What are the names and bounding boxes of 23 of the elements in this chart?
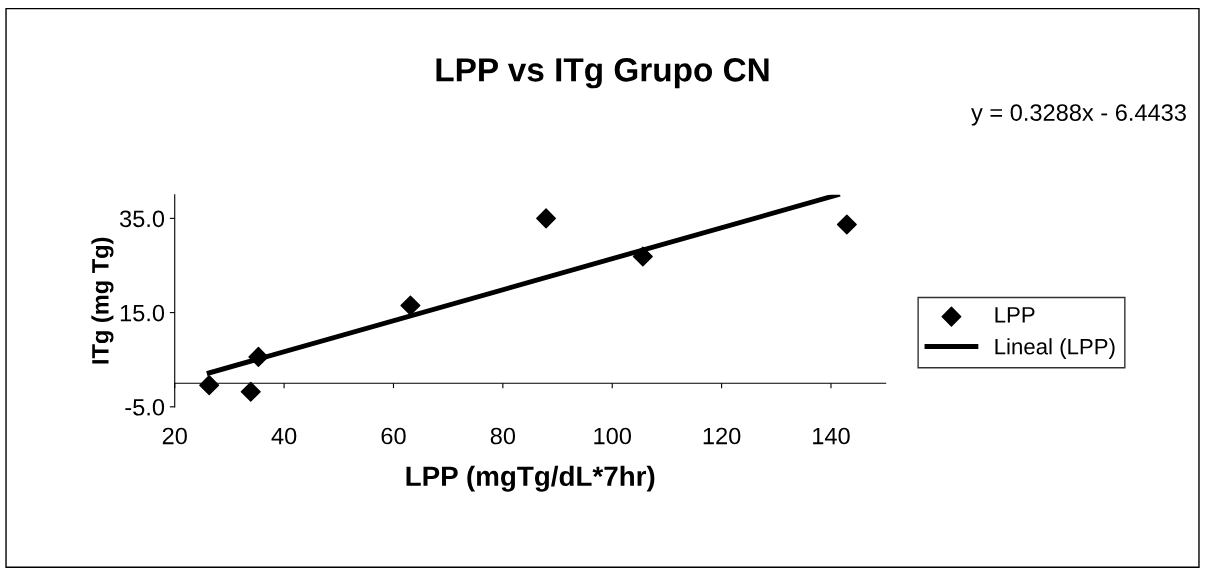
point	[836, 214, 857, 235]
x-tick-label: 20	[162, 427, 187, 445]
chart-title: LPP vs ITg Grupo CN	[436, 58, 769, 89]
x-tick-label: 80	[490, 427, 516, 445]
x-tick-label: 140	[813, 427, 850, 445]
text: y = 0.3288x - 6.4433	[971, 104, 1186, 126]
y-tick-label: -5.0	[125, 398, 165, 416]
legend-label: Lineal (LPP)	[995, 338, 1115, 359]
point	[400, 295, 421, 316]
point	[632, 246, 653, 267]
point	[536, 208, 557, 229]
x-axis-title: LPP (mgTg/dL*7hr)	[406, 465, 655, 492]
point	[199, 375, 220, 396]
x-tick-label: 120	[703, 427, 741, 445]
x-tick-label: 100	[594, 427, 632, 445]
point	[248, 346, 269, 367]
y-tick-label: 35.0	[119, 210, 165, 228]
legend-label: LPP	[995, 307, 1035, 323]
y-tick-label: 15.0	[120, 304, 165, 322]
x-tick-label: 40	[271, 427, 297, 445]
point	[240, 381, 261, 402]
y-axis-title: ITg (mg Tg)	[91, 237, 114, 364]
x-tick-label: 60	[381, 427, 406, 445]
